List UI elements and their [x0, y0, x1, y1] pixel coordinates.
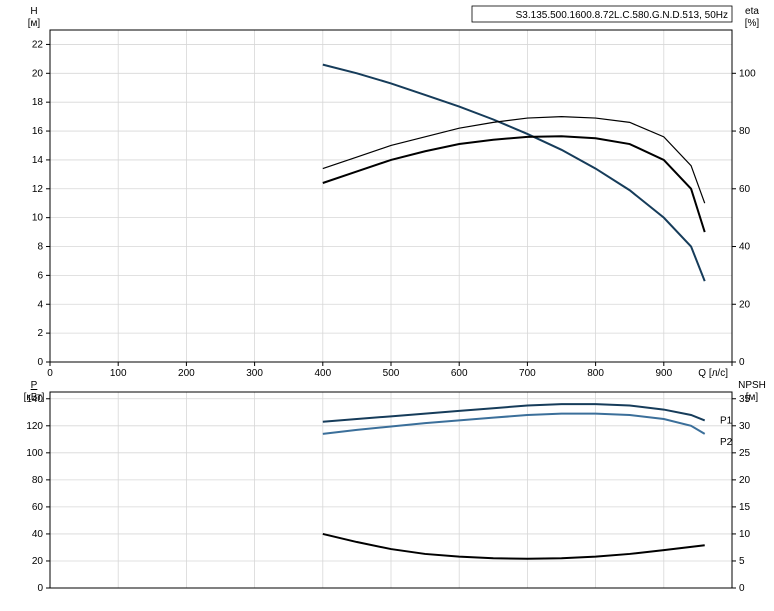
h-tick: 4 — [37, 299, 43, 310]
q-tick: 600 — [451, 368, 468, 379]
h-tick: 18 — [32, 97, 44, 108]
head-curve — [323, 65, 705, 282]
p-tick: 20 — [32, 556, 44, 567]
npsh-axis-label: NPSH — [738, 380, 766, 391]
p1-curve — [323, 404, 705, 422]
h-axis-unit: [м] — [28, 18, 41, 29]
npsh-curve — [323, 534, 705, 559]
p-tick: 40 — [32, 529, 44, 540]
q-tick: 900 — [655, 368, 672, 379]
h-tick: 16 — [32, 126, 44, 137]
eta-tick: 0 — [739, 357, 745, 368]
eta-tick: 100 — [739, 68, 756, 79]
p-tick: 80 — [32, 475, 44, 486]
q-tick: 300 — [246, 368, 263, 379]
chart-title: S3.135.500.1600.8.72L.C.580.G.N.D.513, 5… — [516, 10, 728, 21]
h-tick: 6 — [37, 270, 43, 281]
npsh-tick: 5 — [739, 556, 745, 567]
p2-line-label: P2 — [720, 437, 733, 448]
p-tick: 0 — [37, 583, 43, 594]
npsh-tick: 25 — [739, 448, 751, 459]
npsh-tick: 30 — [739, 421, 751, 432]
eta-tick: 20 — [739, 299, 751, 310]
h-tick: 22 — [32, 39, 44, 50]
h-axis-label: H — [30, 6, 37, 17]
npsh-axis-unit: [м] — [746, 392, 759, 403]
pump-curve-chart: 0246810121416182022020406080100H[м]eta[%… — [0, 0, 774, 611]
q-tick: 100 — [110, 368, 127, 379]
p1-line-label: P1 — [720, 415, 733, 426]
p-tick: 100 — [26, 448, 43, 459]
p-axis-label: P — [31, 380, 38, 391]
npsh-tick: 15 — [739, 502, 751, 513]
p-axis-unit: [кВт] — [24, 392, 45, 403]
npsh-tick: 0 — [739, 583, 745, 594]
eta-axis-unit: [%] — [745, 18, 760, 29]
p-tick: 60 — [32, 502, 44, 513]
eta-tick: 80 — [739, 126, 751, 137]
h-tick: 14 — [32, 155, 44, 166]
npsh-tick: 10 — [739, 529, 751, 540]
q-tick: 0 — [47, 368, 53, 379]
h-tick: 20 — [32, 68, 44, 79]
eta-tick: 60 — [739, 184, 751, 195]
q-axis-label: Q [л/с] — [698, 368, 728, 379]
p-tick: 120 — [26, 421, 43, 432]
npsh-tick: 20 — [739, 475, 751, 486]
q-tick: 200 — [178, 368, 195, 379]
q-tick: 500 — [383, 368, 400, 379]
h-tick: 2 — [37, 328, 43, 339]
h-tick: 10 — [32, 213, 44, 224]
q-tick: 700 — [519, 368, 536, 379]
h-tick: 8 — [37, 242, 43, 253]
q-tick: 800 — [587, 368, 604, 379]
h-tick: 0 — [37, 357, 43, 368]
q-tick: 400 — [314, 368, 331, 379]
eta-axis-label: eta — [745, 6, 759, 17]
eta-tick: 40 — [739, 242, 751, 253]
h-tick: 12 — [32, 184, 44, 195]
